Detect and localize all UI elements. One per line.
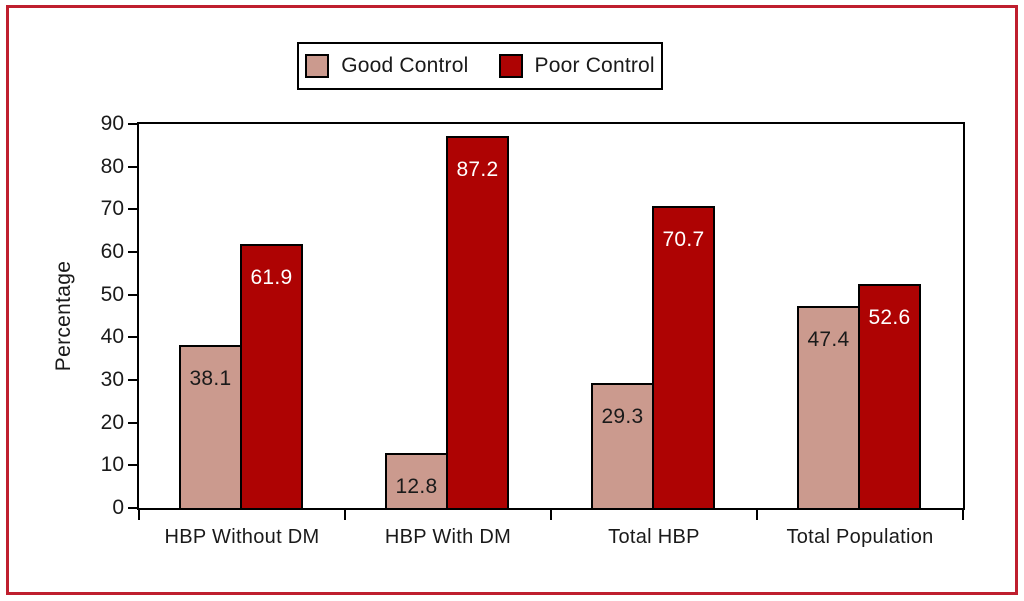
y-axis-tick-label: 80 — [100, 154, 124, 178]
y-axis-tick-label: 0 — [112, 496, 124, 519]
bar-value-label: 70.7 — [662, 228, 705, 252]
bar-value-label: 61.9 — [250, 265, 293, 289]
x-axis-tick — [962, 508, 964, 520]
x-axis-category-label: Total HBP — [608, 526, 700, 548]
x-axis-tick — [344, 508, 346, 520]
bar-poor-control-hbp-with-dm: 87.2 — [446, 135, 509, 510]
bar-poor-control-hbp-without-dm: 61.9 — [240, 243, 303, 510]
y-axis-tick-label: 30 — [100, 368, 124, 391]
y-axis-tick — [128, 464, 138, 467]
y-axis-tick — [128, 507, 138, 509]
legend: Good Control Poor Control — [297, 42, 663, 90]
bar-value-label: 38.1 — [189, 367, 232, 391]
x-axis-tick — [138, 508, 140, 520]
x-axis-category-label: HBP With DM — [384, 526, 512, 548]
legend-swatch-icon — [305, 54, 330, 78]
x-axis-tick — [550, 508, 552, 520]
bar-good-control-total-population: 47.4 — [797, 305, 860, 510]
y-axis-tick — [128, 208, 138, 211]
bar-value-label: 29.3 — [601, 404, 644, 428]
x-axis-category-label: Total Population — [786, 526, 934, 548]
bar-value-label: 47.4 — [807, 327, 850, 351]
legend-item-poor-control: Poor Control — [498, 54, 655, 78]
y-axis-tick-label: 10 — [100, 453, 124, 477]
x-axis-tick — [756, 508, 758, 520]
y-axis-tick-label: 40 — [100, 325, 124, 349]
y-axis-tick-label: 60 — [100, 240, 124, 263]
legend-item-label: Poor Control — [534, 54, 655, 77]
y-axis-tick-label: 20 — [100, 410, 124, 434]
legend-item-good-control: Good Control — [305, 54, 468, 78]
y-axis-tick — [128, 293, 138, 296]
x-axis-category-label: HBP Without DM — [164, 526, 320, 548]
bar-value-label: 52.6 — [868, 305, 911, 329]
y-axis-tick — [128, 379, 138, 381]
y-axis-tick-label: 90 — [100, 112, 124, 135]
bar-good-control-hbp-with-dm: 12.8 — [385, 453, 448, 510]
legend-swatch-icon — [498, 54, 523, 78]
bar-value-label: 12.8 — [395, 475, 438, 499]
y-axis-tick-label: 50 — [100, 282, 124, 306]
y-axis-title: Percentage — [52, 260, 75, 372]
legend-item-label: Good Control — [341, 54, 469, 77]
bar-poor-control-total-population: 52.6 — [858, 283, 921, 510]
y-axis-tick — [128, 336, 138, 339]
y-axis-tick — [128, 123, 138, 125]
bar-poor-control-total-hbp: 70.7 — [652, 206, 715, 510]
y-axis-tick — [128, 251, 138, 253]
y-axis-tick — [128, 421, 138, 424]
bar-good-control-total-hbp: 29.3 — [591, 382, 654, 510]
y-axis-tick — [128, 165, 138, 168]
bar-value-label: 87.2 — [456, 157, 499, 181]
y-axis-tick-label: 70 — [100, 197, 124, 221]
bar-good-control-hbp-without-dm: 38.1 — [179, 345, 242, 510]
